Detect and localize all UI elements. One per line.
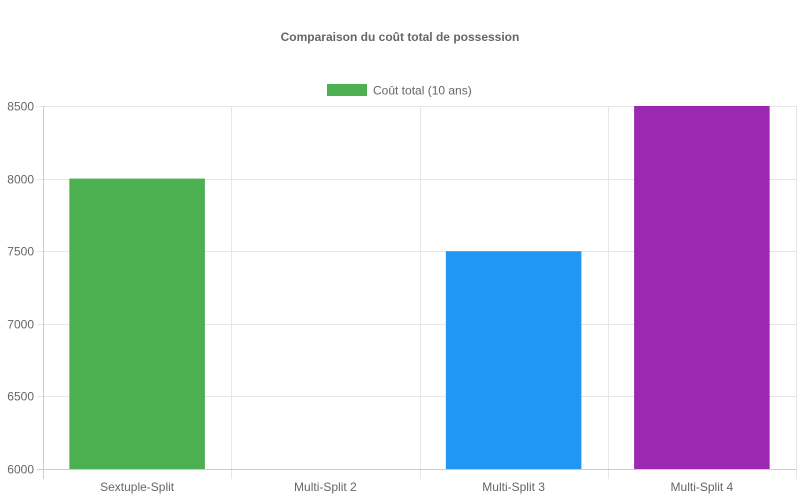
x-tick-label: Sextuple-Split	[100, 480, 175, 494]
legend[interactable]: Coût total (10 ans)	[327, 84, 472, 98]
bar[interactable]	[634, 106, 770, 469]
chart-title: Comparaison du coût total de possession	[281, 30, 520, 44]
x-tick-label: Multi-Split 2	[294, 480, 357, 494]
legend-label: Coût total (10 ans)	[373, 84, 472, 98]
x-tick-label: Multi-Split 4	[671, 480, 734, 494]
bar[interactable]	[69, 178, 205, 469]
bar[interactable]	[445, 251, 582, 469]
legend-swatch	[327, 84, 367, 96]
y-tick-label: 6500	[7, 390, 34, 404]
x-tick-label: Multi-Split 3	[482, 480, 545, 494]
y-tick-label: 7000	[7, 318, 34, 332]
y-tick-label: 8000	[7, 173, 34, 187]
y-tick-label: 8500	[7, 100, 34, 114]
y-tick-label: 7500	[7, 245, 34, 259]
axes	[37, 106, 796, 479]
x-axis-ticks: Sextuple-Split Multi-Split 2 Multi-Split 3…	[100, 480, 733, 494]
y-axis-ticks: 8500 8000 7500 7000 6500 6000	[7, 100, 34, 477]
y-tick-label: 6000	[7, 463, 34, 477]
bars	[69, 106, 770, 469]
